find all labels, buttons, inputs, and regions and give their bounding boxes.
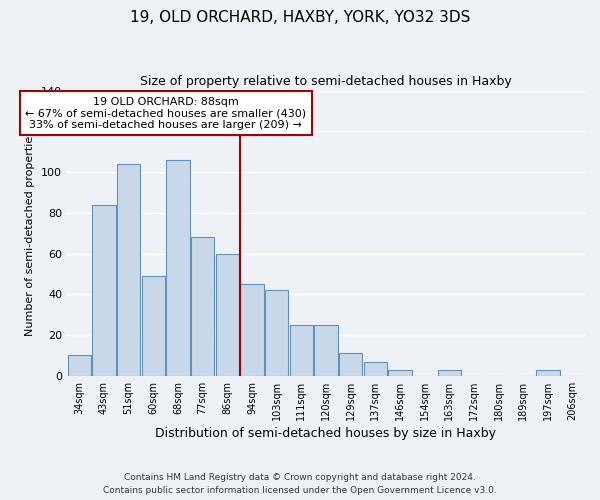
Bar <box>290 325 313 376</box>
Bar <box>68 356 91 376</box>
Bar <box>265 290 289 376</box>
Bar <box>314 325 338 376</box>
Bar <box>536 370 560 376</box>
Bar <box>142 276 165 376</box>
X-axis label: Distribution of semi-detached houses by size in Haxby: Distribution of semi-detached houses by … <box>155 427 496 440</box>
Title: Size of property relative to semi-detached houses in Haxby: Size of property relative to semi-detach… <box>140 75 512 88</box>
Bar <box>191 238 214 376</box>
Text: Contains HM Land Registry data © Crown copyright and database right 2024.
Contai: Contains HM Land Registry data © Crown c… <box>103 473 497 495</box>
Bar <box>92 204 116 376</box>
Text: 19 OLD ORCHARD: 88sqm
← 67% of semi-detached houses are smaller (430)
33% of sem: 19 OLD ORCHARD: 88sqm ← 67% of semi-deta… <box>25 96 306 130</box>
Text: 19, OLD ORCHARD, HAXBY, YORK, YO32 3DS: 19, OLD ORCHARD, HAXBY, YORK, YO32 3DS <box>130 10 470 25</box>
Bar <box>437 370 461 376</box>
Bar <box>388 370 412 376</box>
Y-axis label: Number of semi-detached properties: Number of semi-detached properties <box>25 130 35 336</box>
Bar <box>215 254 239 376</box>
Bar <box>240 284 264 376</box>
Bar <box>339 354 362 376</box>
Bar <box>364 362 387 376</box>
Bar <box>117 164 140 376</box>
Bar <box>166 160 190 376</box>
